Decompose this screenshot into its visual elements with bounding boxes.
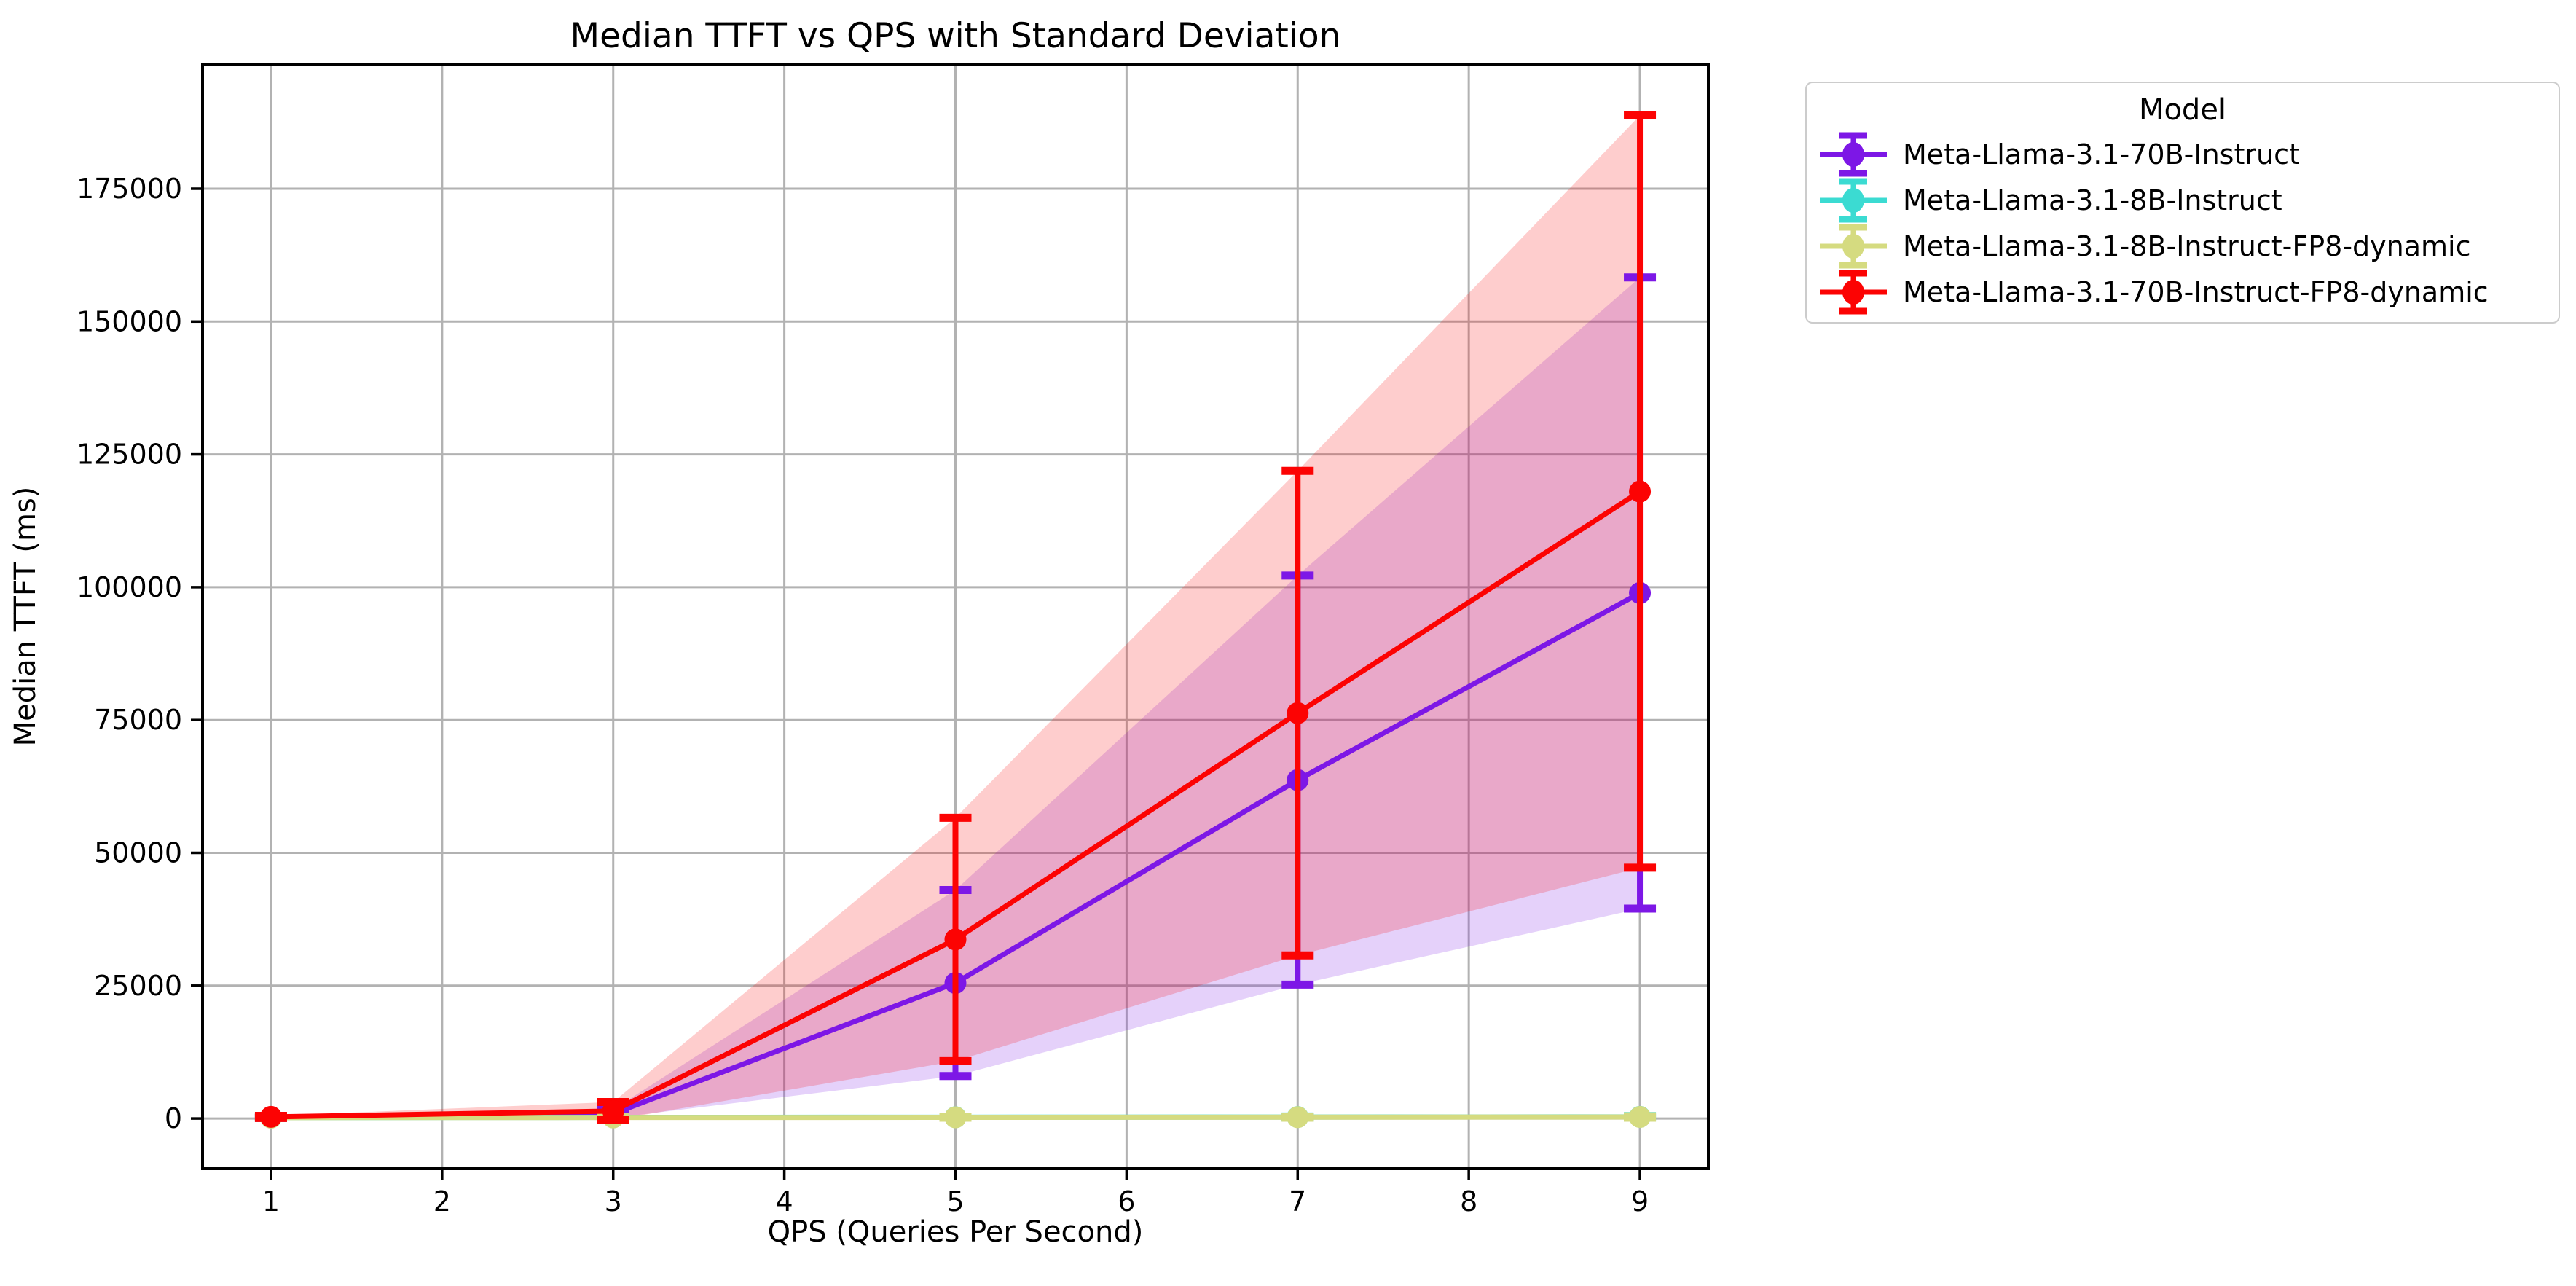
series-3 — [254, 111, 1657, 1128]
x-tick-label-6: 6 — [1118, 1185, 1135, 1218]
y-tick-label-0: 0 — [165, 1102, 182, 1134]
x-axis-label: QPS (Queries Per Second) — [767, 1215, 1144, 1249]
y-axis-label: Median TTFT (ms) — [9, 486, 42, 747]
series-3-marker-3 — [602, 1099, 624, 1122]
x-tick-label-8: 8 — [1460, 1185, 1477, 1218]
ticks: 1 2 3 4 5 6 7 8 9 0 25000 50000 75000 100000 125000 150… — [76, 173, 1649, 1218]
legend-item-label: Meta-Llama-3.1-70B-Instruct — [1903, 138, 2300, 170]
series-2-marker-7 — [1287, 1106, 1309, 1129]
x-tick-label-7: 7 — [1289, 1185, 1306, 1218]
legend-item: Meta-Llama-3.1-70B-Instruct — [1817, 131, 2300, 178]
legend-item: Meta-Llama-3.1-8B-Instruct-FP8-dynamic — [1817, 223, 2471, 270]
errorbar-marker-icon — [1820, 224, 1887, 269]
x-tick-label-2: 2 — [433, 1185, 451, 1218]
y-tick-label-175000: 175000 — [76, 173, 182, 205]
y-tick-label-125000: 125000 — [76, 439, 182, 471]
series-3-marker-9 — [1629, 480, 1652, 503]
y-tick-label-100000: 100000 — [76, 571, 182, 603]
series-3-marker-5 — [944, 928, 967, 951]
errorbar-marker-icon — [1820, 270, 1887, 315]
y-tick-label-25000: 25000 — [94, 970, 182, 1002]
y-tick-label-75000: 75000 — [94, 704, 182, 736]
x-tick-label-3: 3 — [605, 1185, 622, 1218]
y-tick-label-50000: 50000 — [94, 836, 182, 869]
gridlines — [203, 64, 1708, 1169]
legend-title: Model — [2138, 93, 2227, 127]
legend-item-label: Meta-Llama-3.1-8B-Instruct — [1903, 184, 2282, 216]
x-tick-label-9: 9 — [1631, 1185, 1649, 1218]
series-2-marker-9 — [1629, 1106, 1652, 1129]
errorbar-marker-icon — [1820, 132, 1887, 177]
legend-item-label: Meta-Llama-3.1-8B-Instruct-FP8-dynamic — [1903, 230, 2471, 262]
legend-item: Meta-Llama-3.1-70B-Instruct-FP8-dynamic — [1817, 269, 2489, 315]
series-2-marker-5 — [944, 1106, 967, 1129]
legend-item: Meta-Llama-3.1-8B-Instruct — [1817, 177, 2282, 224]
legend-item-label: Meta-Llama-3.1-70B-Instruct-FP8-dynamic — [1903, 276, 2489, 308]
chart-title: Median TTFT vs QPS with Standard Deviati… — [570, 16, 1341, 56]
legend-box: Model Meta-Llama-3.1-70B-Instruct Meta-L… — [1805, 82, 2560, 324]
series-3-marker-1 — [259, 1105, 282, 1128]
x-tick-label-5: 5 — [946, 1185, 964, 1218]
series-3-marker-7 — [1287, 702, 1309, 724]
y-tick-label-150000: 150000 — [76, 305, 182, 337]
x-tick-label-1: 1 — [262, 1185, 280, 1218]
x-tick-label-4: 4 — [776, 1185, 793, 1218]
errorbar-marker-icon — [1820, 178, 1887, 223]
